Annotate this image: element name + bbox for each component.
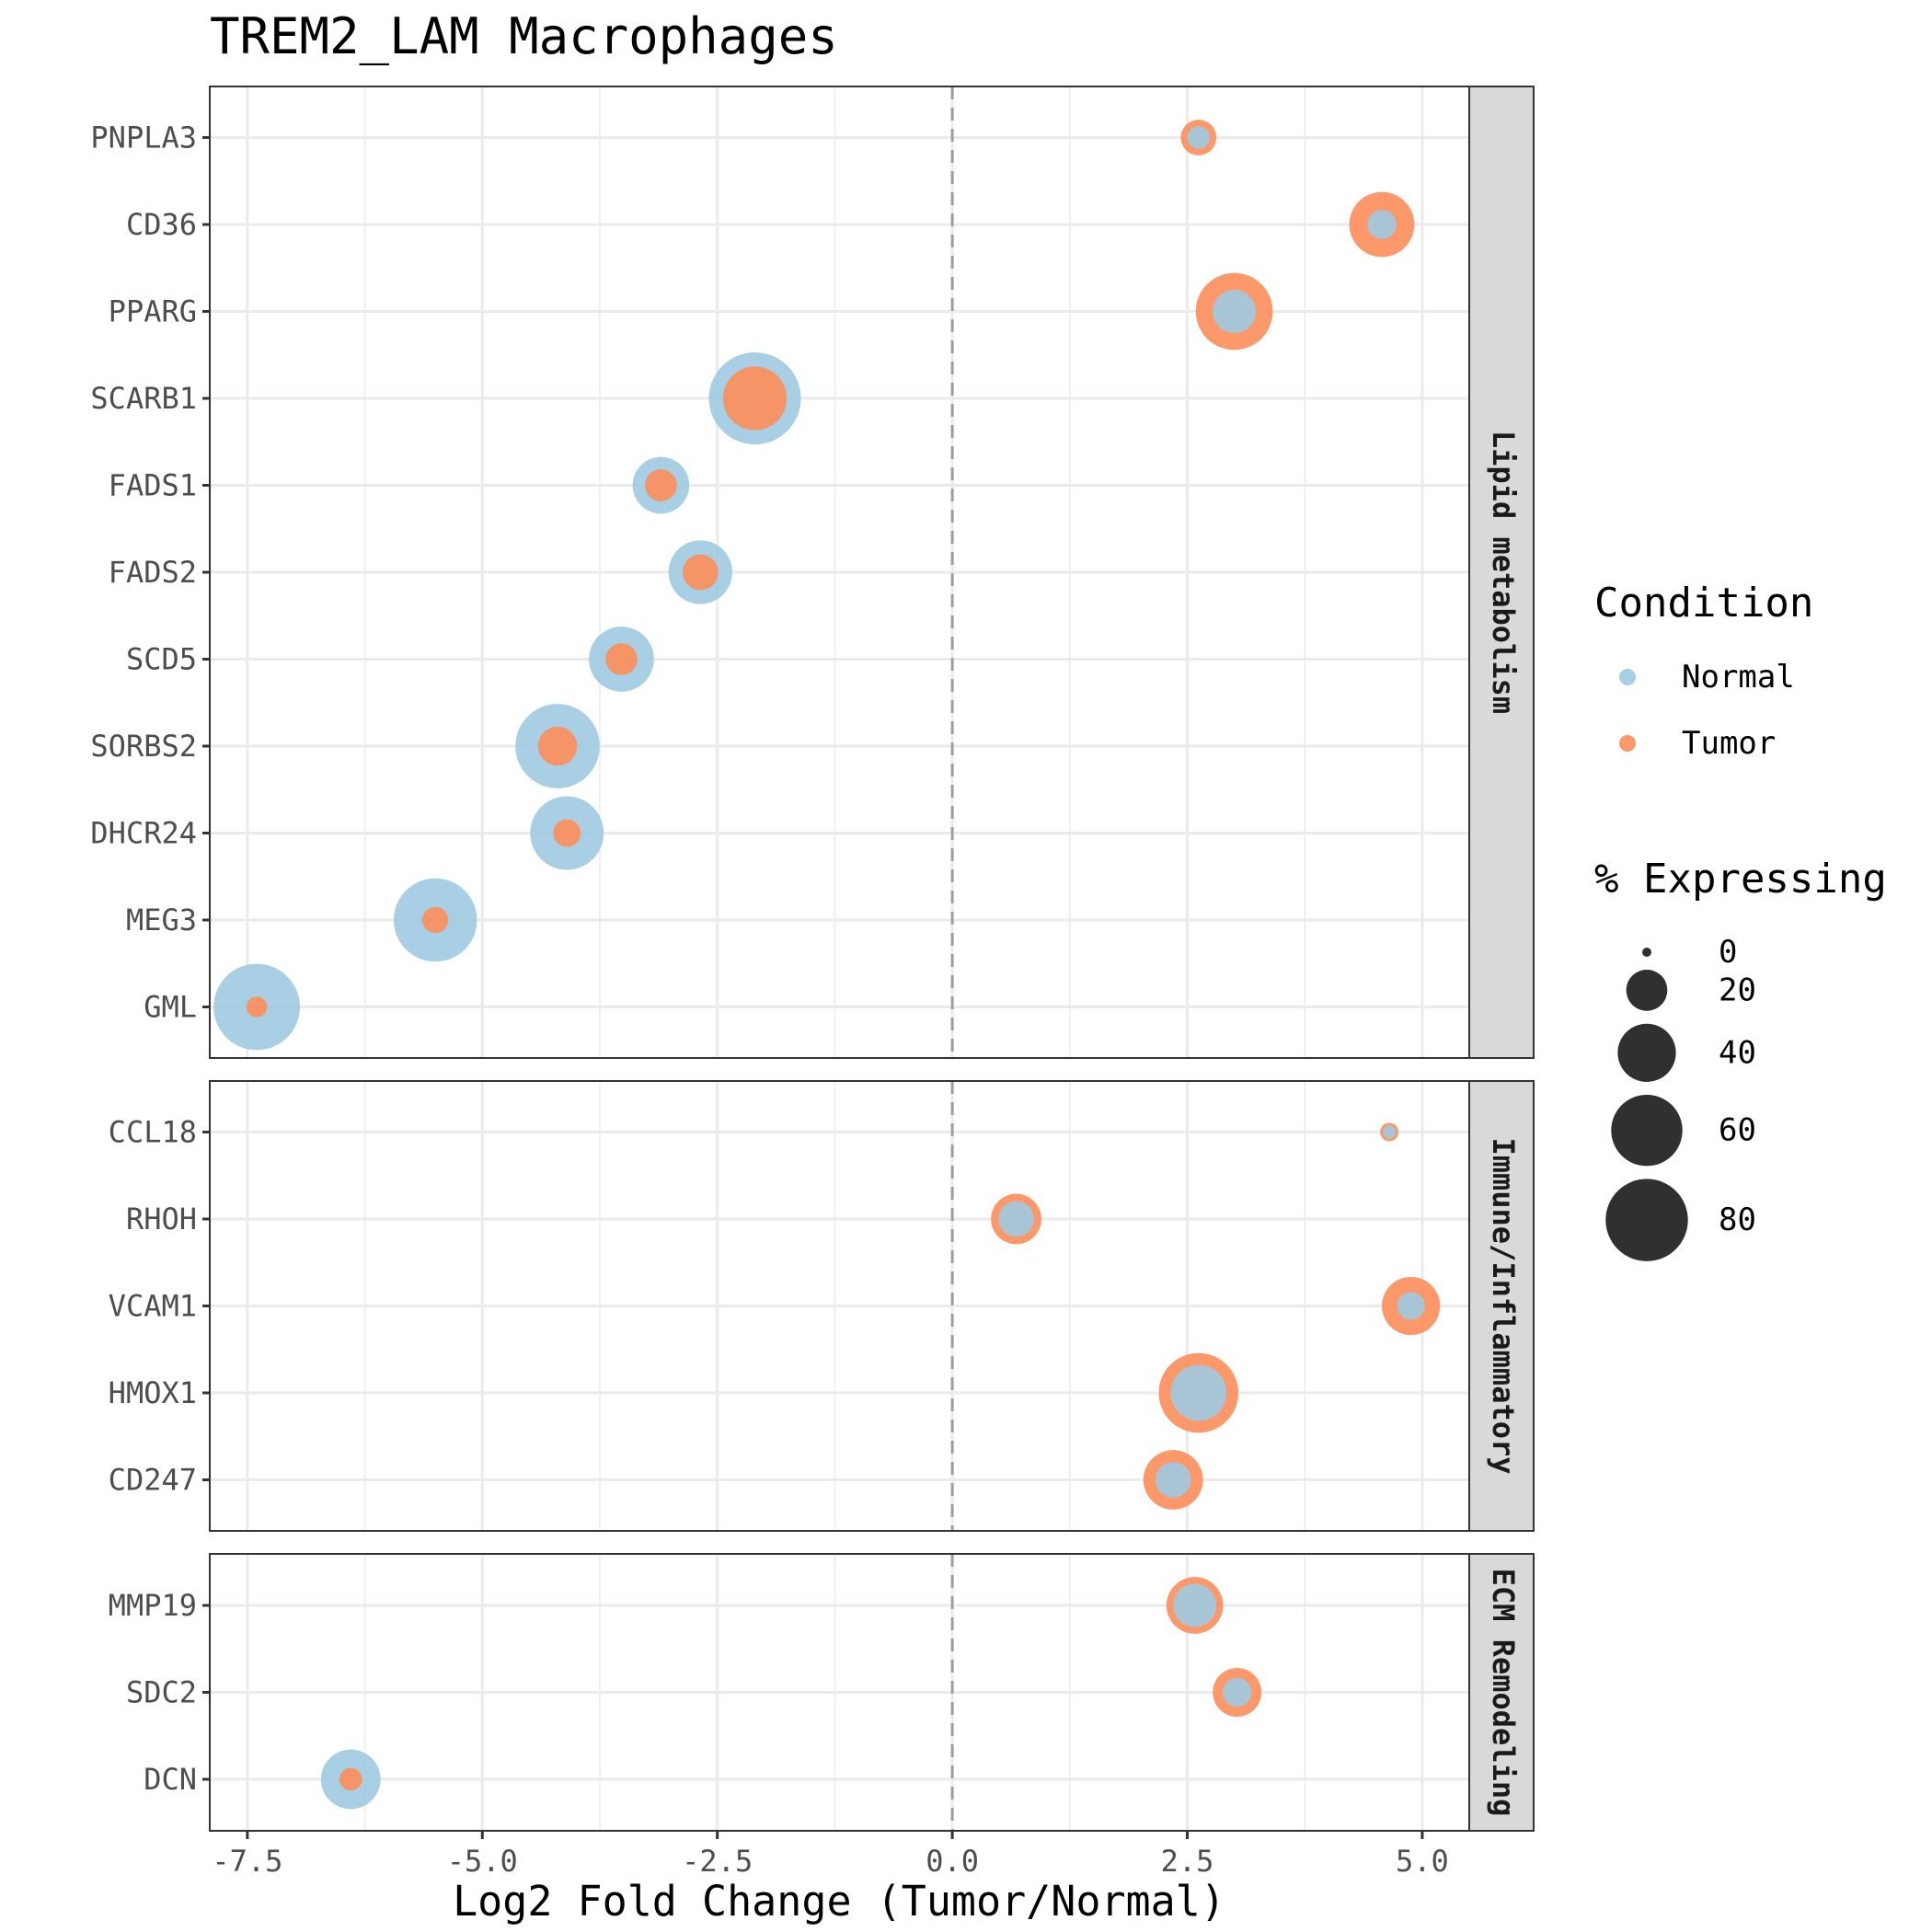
y-tick-label-hmox1: HMOX1	[109, 1375, 197, 1410]
y-tick-label-mmp19: MMP19	[109, 1588, 197, 1623]
legend-size-label: 20	[1719, 972, 1756, 1008]
x-tick-label: 5.0	[1396, 1844, 1449, 1879]
y-tick-label-dhcr24: DHCR24	[90, 816, 197, 851]
legend-size-key	[1605, 1179, 1688, 1261]
y-tick-label-rhoh: RHOH	[126, 1202, 197, 1236]
y-tick-label-fads2: FADS2	[109, 555, 197, 590]
legend-size-key	[1642, 948, 1651, 957]
y-tick-label-dcn: DCN	[144, 1762, 197, 1797]
facet-strip-label: ECM Remodeling	[1486, 1569, 1521, 1817]
point-normal-cd36	[1367, 210, 1397, 239]
facet-strip	[1468, 1553, 1535, 1832]
point-tumor-fads1	[645, 469, 677, 501]
y-tick-label-sorbs2: SORBS2	[90, 729, 197, 764]
y-tick-label-ccl18: CCL18	[109, 1115, 197, 1150]
x-tick-label: 0.0	[926, 1844, 979, 1879]
facet-strip-label: Immune/Inflammatory	[1486, 1137, 1521, 1474]
point-tumor-dcn	[339, 1767, 362, 1791]
x-tick-label: -5.0	[447, 1844, 518, 1879]
point-normal-mmp19	[1173, 1583, 1217, 1627]
legend-size-key	[1611, 1094, 1683, 1167]
legend-label-tumor: Tumor	[1682, 725, 1776, 762]
y-tick-label-pnpla3: PNPLA3	[90, 121, 197, 155]
legend-size-key	[1617, 1023, 1676, 1082]
point-normal-ccl18	[1383, 1125, 1397, 1139]
legend-size-label: 60	[1719, 1112, 1756, 1149]
x-axis: -7.5 -5.0 -2.5 0.0 2.5 5.0	[212, 1831, 1449, 1879]
y-tick-label-cd247: CD247	[109, 1463, 197, 1498]
point-tumor-gml	[246, 996, 268, 1018]
y-tick-label-sdc2: SDC2	[126, 1675, 197, 1710]
x-tick-label: 2.5	[1161, 1844, 1214, 1879]
facet-panel: CCL18 RHOH VCAM1 HMOX1 CD247 Immune/Inflammat…	[109, 1080, 1535, 1532]
legend-key-tumor	[1619, 735, 1636, 752]
point-tumor-fads2	[682, 554, 719, 591]
y-tick-label-pparg: PPARG	[109, 294, 197, 329]
legend-size-label: 80	[1719, 1202, 1756, 1238]
facet-panel: PNPLA3 CD36 PPARG SCARB1 FADS1 FADS2 SCD5 SORBS…	[90, 86, 1535, 1059]
y-tick-label-fads1: FADS1	[109, 468, 197, 503]
facet-strip	[1468, 86, 1535, 1059]
point-tumor-scd5	[605, 643, 638, 675]
legend-size-title: % Expressing	[1594, 856, 1887, 903]
x-tick-label: -2.5	[682, 1844, 753, 1879]
x-axis-label: Log2 Fold Change (Tumor/Normal)	[453, 1877, 1225, 1926]
legend-label-normal: Normal	[1682, 659, 1795, 696]
point-tumor-meg3	[422, 906, 449, 934]
legend-size-key	[1626, 970, 1668, 1011]
point-normal-sdc2	[1222, 1677, 1252, 1708]
point-normal-pparg	[1213, 290, 1257, 333]
y-tick-label-cd36: CD36	[126, 207, 197, 242]
point-tumor-dhcr24	[553, 819, 581, 847]
facet-panels: PNPLA3 CD36 PPARG SCARB1 FADS1 FADS2 SCD5 SORBS…	[90, 86, 1535, 1832]
legend-condition-title: Condition	[1594, 580, 1813, 627]
y-tick-label-meg3: MEG3	[126, 903, 197, 937]
point-normal-vcam1	[1397, 1292, 1425, 1320]
facet-strip-label: Lipid metabolism	[1486, 431, 1521, 714]
chart-title: TREM2_LAM Macrophages	[210, 7, 838, 65]
legend-size-label: 0	[1719, 934, 1737, 971]
y-tick-label-gml: GML	[144, 990, 197, 1025]
y-tick-label-scd5: SCD5	[126, 642, 197, 677]
point-normal-pnpla3	[1187, 126, 1211, 149]
legend-key-normal	[1619, 669, 1636, 685]
point-tumor-sorbs2	[537, 726, 578, 766]
point-normal-cd247	[1155, 1462, 1191, 1498]
legend-size-label: 40	[1719, 1034, 1756, 1071]
legend: Condition Normal Tumor % Expressing 020 40 60 8…	[1594, 580, 1887, 1261]
y-tick-label-vcam1: VCAM1	[109, 1289, 197, 1324]
point-normal-rhoh	[998, 1201, 1034, 1237]
facet-strip	[1468, 1080, 1535, 1532]
point-tumor-scarb1	[722, 366, 788, 431]
point-normal-hmox1	[1170, 1364, 1227, 1421]
facet-panel: MMP19 SDC2 DCN ECM Remodeling	[109, 1553, 1535, 1832]
y-tick-label-scarb1: SCARB1	[90, 381, 197, 416]
x-tick-label: -7.5	[212, 1844, 282, 1879]
